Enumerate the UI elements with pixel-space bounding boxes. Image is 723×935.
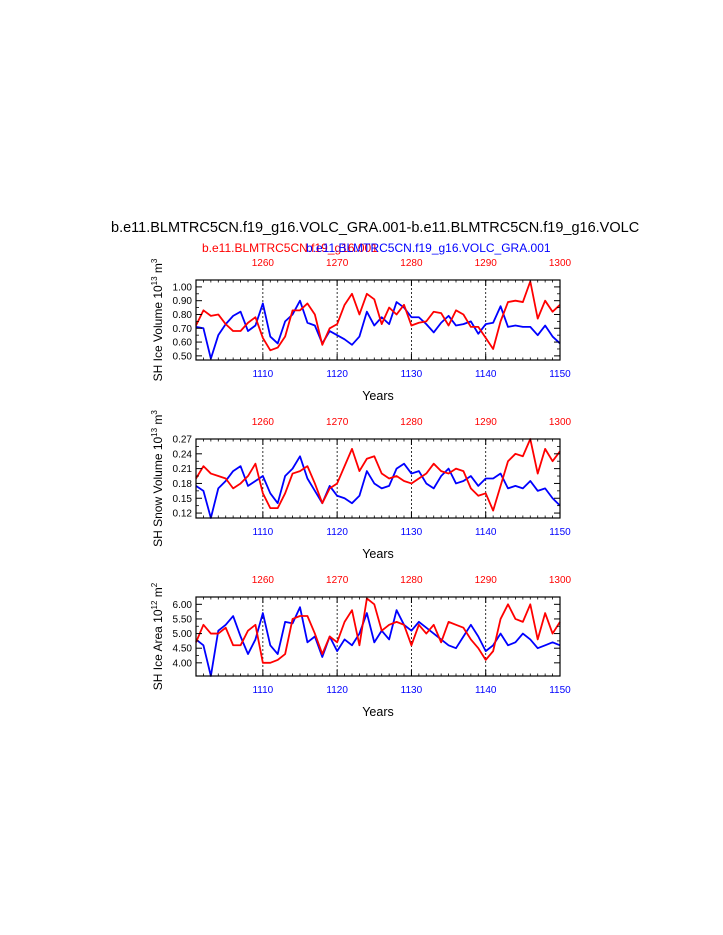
x-tick-label-bottom: 1150 xyxy=(549,369,571,380)
y-tick-label: 0.15 xyxy=(173,494,193,505)
x-tick-label-top: 1280 xyxy=(400,575,423,586)
y-tick-label: 0.12 xyxy=(173,509,193,520)
panel-ice-area: 1110 1120 1130 1140 1150 1260 1270 1280 1290 1300… xyxy=(150,575,572,719)
y-tick-label: 0.24 xyxy=(173,449,193,460)
y-tick-label: 5.50 xyxy=(173,614,193,625)
x-tick-label-top: 1270 xyxy=(326,417,349,428)
y-tick-label: 4.00 xyxy=(173,658,193,669)
main-title: b.e11.BLMTRC5CN.f19_g16.VOLC_GRA.001-b.e… xyxy=(111,220,639,236)
x-tick-label-bottom: 1120 xyxy=(326,685,348,696)
plot-frame xyxy=(195,279,561,361)
x-tick-label-top: 1260 xyxy=(252,258,275,269)
y-axis-title: SH Snow Volume 1013 m3 xyxy=(150,410,165,547)
x-tick-label-bottom: 1140 xyxy=(475,685,497,696)
x-tick-label-bottom: 1130 xyxy=(401,369,423,380)
x-tick-label-bottom: 1140 xyxy=(475,527,497,538)
legend-red-label: b.e11.BLMTRC5CN.f19_g16.001 xyxy=(202,241,378,255)
y-tick-label: 0.50 xyxy=(173,351,193,362)
plot-frame xyxy=(195,438,561,519)
red-series-line xyxy=(195,280,561,352)
y-tick-label: 0.27 xyxy=(173,435,193,446)
x-tick-label-bottom: 1130 xyxy=(401,685,423,696)
x-axis-title: Years xyxy=(362,547,394,561)
x-tick-label-top: 1280 xyxy=(400,258,423,269)
x-tick-label-bottom: 1140 xyxy=(475,369,497,380)
x-tick-label-top: 1270 xyxy=(326,258,349,269)
y-tick-label: 0.90 xyxy=(173,296,193,307)
x-tick-label-top: 1260 xyxy=(252,417,275,428)
x-tick-label-top: 1270 xyxy=(326,575,349,586)
y-tick-label: 0.18 xyxy=(173,479,193,490)
y-tick-label: 5.00 xyxy=(173,629,193,640)
x-tick-label-top: 1300 xyxy=(549,258,572,269)
x-tick-label-top: 1290 xyxy=(475,575,498,586)
y-tick-label: 1.00 xyxy=(173,282,193,293)
panel-snow-volume: 1110 1120 1130 1140 1150 1260 1270 1280 1290 1300… xyxy=(150,410,572,561)
y-tick-label: 0.70 xyxy=(173,324,193,335)
y-tick-label: 6.00 xyxy=(173,600,193,611)
x-axis-title: Years xyxy=(362,389,394,403)
x-tick-label-bottom: 1110 xyxy=(252,527,273,538)
plot-frame xyxy=(195,596,561,677)
x-axis-title: Years xyxy=(362,705,394,719)
blue-series-line xyxy=(195,455,561,519)
legend-blue-label: b.e11.BLMTRC5CN.f19_g16.VOLC_GRA.001 xyxy=(306,241,551,255)
panel-ice-volume: 1110 1120 1130 1140 1150 1260 1270 1280 1290 1300… xyxy=(150,258,572,403)
x-tick-label-bottom: 1120 xyxy=(326,369,348,380)
x-tick-label-top: 1290 xyxy=(475,417,498,428)
y-tick-label: 0.60 xyxy=(173,338,193,349)
x-tick-label-top: 1300 xyxy=(549,417,572,428)
x-tick-label-top: 1290 xyxy=(475,258,498,269)
x-tick-label-bottom: 1150 xyxy=(549,527,571,538)
x-tick-label-bottom: 1130 xyxy=(401,527,423,538)
x-tick-label-bottom: 1150 xyxy=(549,685,571,696)
red-series-line xyxy=(195,597,561,664)
y-axis-title: SH Ice Volume 1013 m3 xyxy=(150,258,165,381)
x-tick-label-top: 1280 xyxy=(400,417,423,428)
y-axis-title: SH Ice Area 1012 m2 xyxy=(150,582,165,690)
x-tick-label-bottom: 1110 xyxy=(252,685,273,696)
x-tick-label-bottom: 1110 xyxy=(252,369,273,380)
x-tick-label-top: 1300 xyxy=(549,575,572,586)
red-series-line xyxy=(195,438,561,512)
x-tick-label-top: 1260 xyxy=(252,575,275,586)
y-tick-label: 4.50 xyxy=(173,644,193,655)
y-tick-label: 0.80 xyxy=(173,310,193,321)
y-tick-label: 0.21 xyxy=(173,464,193,475)
x-tick-label-bottom: 1120 xyxy=(326,527,348,538)
